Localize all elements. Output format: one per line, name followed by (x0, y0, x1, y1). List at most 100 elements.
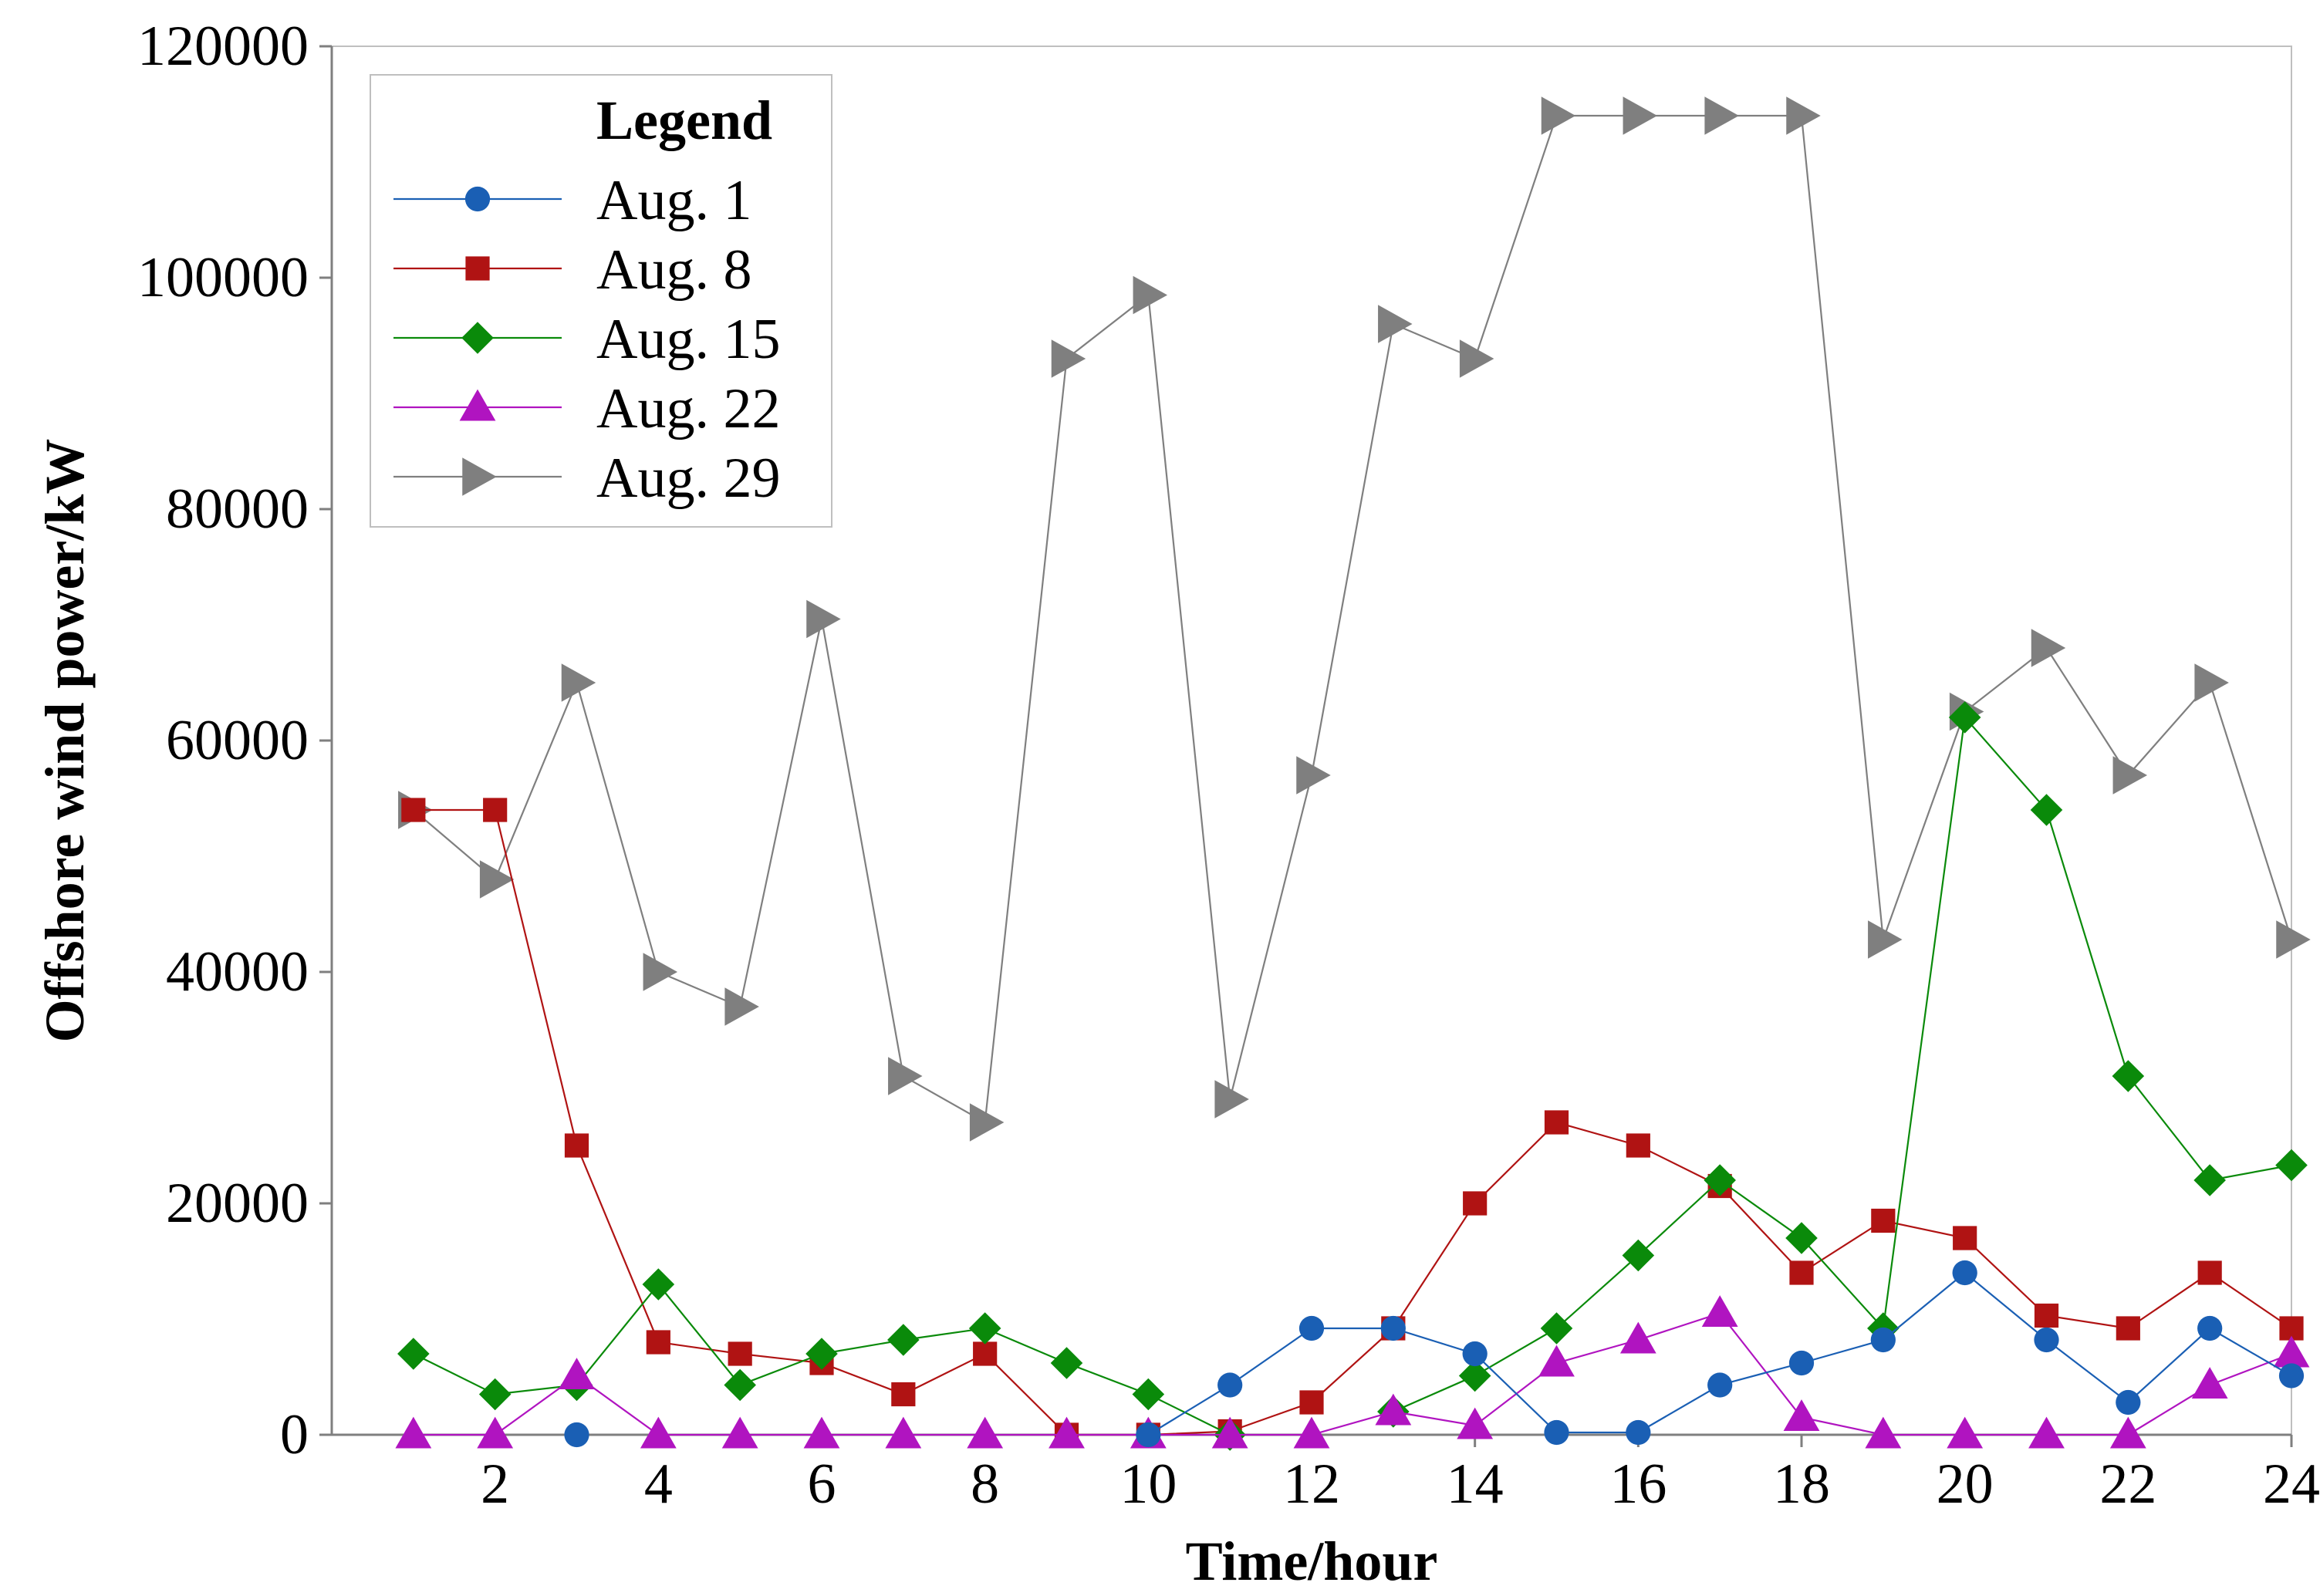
legend-marker (465, 256, 490, 281)
data-point (973, 1341, 998, 1366)
data-point (2191, 1367, 2228, 1399)
legend-marker (461, 322, 494, 354)
x-tick-label: 2 (481, 1453, 509, 1516)
data-point (483, 798, 508, 822)
legend-title: Legend (596, 89, 772, 151)
data-point (887, 1324, 920, 1356)
data-point (564, 1422, 589, 1448)
legend-marker (462, 457, 497, 496)
legend-item: Aug. 29 (393, 447, 780, 510)
x-tick-label: 24 (2263, 1453, 2320, 1516)
data-point (2197, 1315, 2223, 1341)
data-point (2112, 1060, 2145, 1092)
data-point (2275, 1149, 2308, 1182)
data-point (1214, 1080, 1249, 1119)
legend-label: Aug. 1 (596, 169, 751, 232)
data-point (2034, 1327, 2059, 1353)
series-line (413, 808, 2292, 1436)
series-layer (395, 96, 2311, 1451)
data-point (1133, 275, 1168, 315)
x-tick-label: 16 (1609, 1453, 1667, 1516)
data-point (1948, 701, 1981, 734)
data-point (1380, 1315, 1406, 1341)
data-point (2034, 1303, 2059, 1328)
data-point (1457, 1407, 1494, 1439)
data-point (1375, 1393, 1412, 1426)
data-point (1789, 1260, 1814, 1285)
data-point (1952, 1260, 1977, 1286)
data-point (561, 663, 596, 702)
legend-box (370, 74, 832, 528)
legend-label: Aug. 22 (596, 377, 780, 440)
data-point (1622, 1239, 1655, 1272)
data-point (1783, 1399, 1820, 1432)
data-point (1378, 305, 1413, 343)
data-point (1953, 1226, 1977, 1250)
data-point (477, 1416, 514, 1449)
data-point (1623, 96, 1658, 135)
data-point (803, 1416, 840, 1449)
data-point (2194, 663, 2229, 702)
data-point (721, 1416, 758, 1449)
x-tick-label: 8 (971, 1453, 999, 1516)
x-tick-label: 6 (808, 1453, 836, 1516)
data-point (1459, 339, 1494, 378)
y-tick-label: 60000 (166, 709, 309, 772)
data-point (640, 1416, 677, 1449)
data-point (806, 599, 841, 639)
data-point (2273, 1335, 2310, 1368)
data-point (646, 1330, 670, 1355)
data-point (395, 1416, 432, 1449)
data-point (1462, 1341, 1488, 1367)
data-point (1050, 1347, 1083, 1379)
legend-item: Aug. 8 (393, 238, 751, 302)
legend-label: Aug. 29 (596, 447, 780, 510)
data-point (1299, 1390, 1324, 1415)
data-point (968, 1312, 1001, 1345)
data-point (1619, 1321, 1656, 1354)
legend-item: Aug. 1 (393, 169, 751, 232)
data-point (1136, 1422, 1161, 1448)
y-axis-title: Offshore wind power/kW (34, 439, 96, 1043)
data-point (1049, 1416, 1085, 1449)
data-point (643, 953, 678, 991)
data-point (1463, 1191, 1488, 1216)
data-point (479, 860, 515, 899)
y-tick-label: 80000 (166, 477, 309, 541)
data-point (642, 1268, 675, 1301)
data-point (1296, 756, 1331, 795)
data-point (2276, 920, 2311, 959)
legend-marker (464, 186, 491, 212)
data-point (891, 1382, 916, 1407)
data-point (401, 798, 426, 822)
data-point (1701, 1295, 1738, 1328)
data-point (2197, 1260, 2222, 1285)
legend-label: Aug. 15 (596, 308, 780, 371)
legend-item: Aug. 15 (393, 308, 780, 371)
x-tick-label: 20 (1937, 1453, 1994, 1516)
data-point (2116, 1316, 2140, 1341)
x-tick-label: 14 (1447, 1453, 1504, 1516)
data-point (1293, 1416, 1330, 1449)
data-point (1211, 1416, 1248, 1449)
data-point (2109, 1416, 2146, 1449)
data-point (1785, 1222, 1818, 1254)
data-point (2031, 629, 2066, 667)
y-tick-label: 100000 (137, 246, 309, 309)
data-point (478, 1378, 512, 1411)
data-point (888, 1057, 923, 1095)
data-point (1458, 1359, 1491, 1392)
data-point (1541, 96, 1576, 135)
legend-marker (459, 389, 496, 421)
data-point (2116, 1389, 2141, 1415)
data-point (2193, 1164, 2226, 1196)
data-point (1870, 1327, 1896, 1353)
data-point (1788, 1350, 1815, 1376)
x-tick-label: 10 (1119, 1453, 1177, 1516)
data-point (2028, 1416, 2065, 1449)
data-point (1544, 1419, 1569, 1446)
data-point (724, 1368, 756, 1402)
